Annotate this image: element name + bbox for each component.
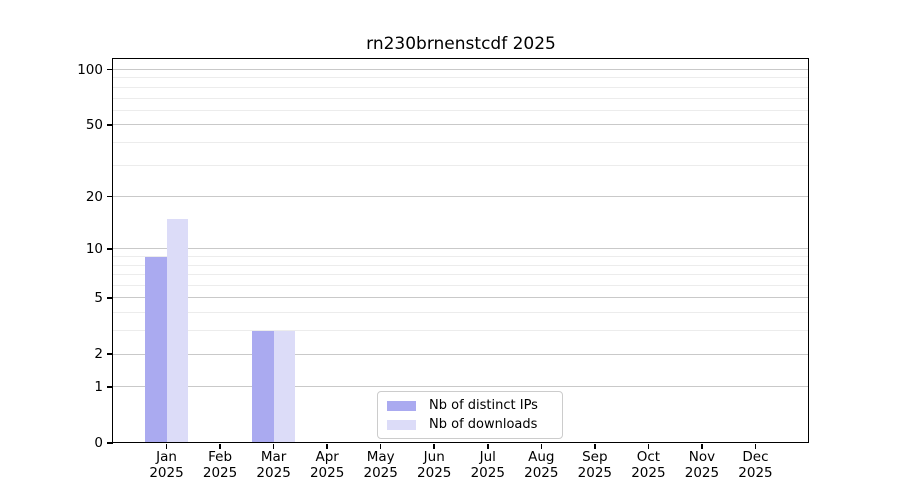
y-tick-label: 10 [85, 240, 103, 257]
downloads-swatch [387, 419, 416, 430]
x-tick [754, 443, 757, 449]
bar-nb-of-downloads [273, 330, 296, 443]
minor-gridline [113, 77, 809, 79]
y-tick [107, 124, 113, 126]
x-tick-year: 2025 [470, 464, 505, 481]
x-tick-label: Dec 2025 [727, 449, 783, 481]
minor-gridline [113, 285, 809, 287]
minor-gridline [113, 256, 809, 258]
x-tick [219, 443, 221, 449]
x-tick-label: May 2025 [353, 449, 409, 481]
x-tick [326, 443, 328, 449]
y-tick [107, 248, 113, 250]
x-tick-year: 2025 [417, 464, 452, 481]
major-gridline [113, 353, 809, 355]
x-tick-month: May [366, 449, 395, 465]
minor-gridline [113, 164, 809, 166]
x-tick-month: Aug [528, 449, 555, 465]
minor-gridline [113, 109, 809, 111]
x-tick-month: Nov [688, 449, 716, 465]
x-tick-label: Sep 2025 [567, 449, 623, 481]
plot-area [113, 59, 809, 443]
legend-entry-distinct-ips: Nb of distinct IPs [387, 398, 552, 413]
x-tick-label: Jun 2025 [406, 449, 462, 481]
x-tick-label: Mar 2025 [246, 449, 302, 481]
minor-gridline [113, 264, 809, 266]
major-gridline [113, 386, 809, 388]
minor-gridline [113, 330, 809, 332]
x-tick-year: 2025 [149, 464, 184, 481]
x-tick [540, 443, 543, 449]
x-tick-year: 2025 [202, 464, 238, 481]
x-tick-label: Nov 2025 [674, 449, 730, 481]
x-tick-label: Oct 2025 [620, 449, 676, 481]
y-tick-label: 1 [94, 378, 103, 395]
y-tick-label: 50 [85, 116, 103, 133]
x-tick-year: 2025 [577, 464, 613, 481]
x-tick-month: Jan [156, 449, 177, 465]
y-tick-label: 5 [94, 289, 103, 306]
x-tick-label: Aug 2025 [513, 449, 569, 481]
minor-gridline [113, 274, 809, 276]
x-tick-month: Feb [208, 449, 233, 465]
y-tick [107, 195, 113, 198]
bar-nb-of-distinct-ips [145, 256, 167, 443]
x-tick-month: Apr [315, 449, 339, 465]
bar-nb-of-downloads [166, 218, 189, 443]
x-tick-year: 2025 [684, 464, 720, 481]
major-gridline [113, 297, 809, 299]
y-tick [107, 386, 113, 388]
x-tick [647, 443, 650, 449]
x-tick [594, 443, 596, 449]
x-tick-year: 2025 [524, 464, 559, 481]
major-gridline [113, 124, 809, 126]
x-tick-month: Jul [479, 449, 496, 465]
x-tick-label: Feb 2025 [192, 449, 248, 481]
x-tick [433, 443, 435, 449]
bar-nb-of-distinct-ips [252, 330, 274, 443]
y-tick [107, 297, 113, 299]
y-tick [107, 68, 113, 71]
x-tick-year: 2025 [363, 464, 398, 481]
legend-label: Nb of distinct IPs [429, 398, 538, 413]
x-tick-year: 2025 [256, 464, 291, 481]
x-tick [272, 443, 275, 449]
major-gridline [113, 248, 809, 250]
major-gridline [113, 196, 809, 198]
minor-gridline [113, 86, 809, 88]
x-tick [379, 443, 382, 449]
x-tick-month: Dec [742, 449, 769, 465]
minor-gridline [113, 312, 809, 314]
x-tick-label: Jul 2025 [460, 449, 516, 481]
legend: Nb of distinct IPs Nb of downloads [377, 391, 563, 439]
distinct-ips-swatch [387, 400, 416, 411]
x-tick-month: Jun [423, 449, 445, 465]
x-tick-year: 2025 [309, 464, 345, 481]
minor-gridline [113, 141, 809, 143]
y-tick-label: 20 [85, 188, 103, 205]
x-tick [165, 443, 168, 449]
x-tick-year: 2025 [631, 464, 666, 481]
y-tick-label: 2 [94, 346, 103, 363]
x-tick-label: Apr 2025 [299, 449, 355, 481]
x-tick [487, 443, 489, 449]
minor-gridline [113, 97, 809, 99]
major-gridline [113, 69, 809, 70]
legend-label: Nb of downloads [429, 417, 538, 432]
y-tick [107, 442, 113, 444]
y-tick [107, 353, 113, 355]
y-tick-label: 100 [77, 61, 103, 78]
y-tick-label: 0 [94, 435, 103, 451]
chart-title: rn230brnenstcdf 2025 [366, 34, 556, 54]
x-tick-label: Jan 2025 [139, 449, 195, 481]
x-tick-month: Sep [582, 449, 608, 465]
x-tick [701, 443, 703, 449]
x-tick-month: Oct [636, 449, 661, 465]
x-tick-month: Mar [260, 449, 287, 465]
legend-entry-downloads: Nb of downloads [387, 417, 552, 432]
x-tick-year: 2025 [738, 464, 773, 481]
